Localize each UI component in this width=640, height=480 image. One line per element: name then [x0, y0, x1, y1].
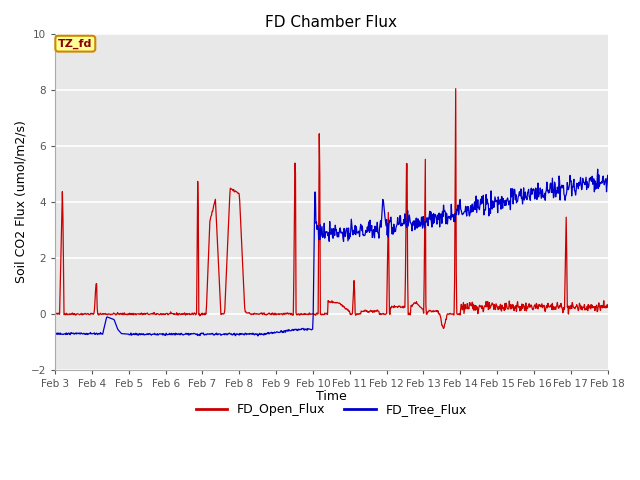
FD_Tree_Flux	[577, 182, 585, 188]
Y-axis label: Soil CO2 Flux (umol/m2/s): Soil CO2 Flux (umol/m2/s)	[15, 120, 28, 283]
FD_Open_Flux	[452, 86, 460, 92]
FD_Open_Flux	[483, 304, 490, 310]
FD_Tree_Flux	[85, 331, 93, 336]
FD_Open_Flux	[541, 307, 548, 313]
Line: FD_Open_Flux: FD_Open_Flux	[55, 89, 607, 328]
Legend: FD_Open_Flux, FD_Tree_Flux: FD_Open_Flux, FD_Tree_Flux	[191, 398, 472, 421]
X-axis label: Time: Time	[316, 390, 347, 403]
FD_Tree_Flux	[254, 333, 262, 339]
FD_Tree_Flux	[163, 332, 171, 337]
FD_Open_Flux	[503, 305, 511, 311]
FD_Tree_Flux	[51, 331, 59, 336]
FD_Open_Flux	[163, 311, 171, 316]
FD_Tree_Flux	[502, 198, 510, 204]
Title: FD Chamber Flux: FD Chamber Flux	[266, 15, 397, 30]
FD_Tree_Flux	[594, 167, 602, 172]
FD_Tree_Flux	[604, 172, 611, 178]
FD_Open_Flux	[51, 311, 59, 317]
FD_Open_Flux	[85, 311, 93, 317]
FD_Open_Flux	[440, 325, 447, 331]
Text: TZ_fd: TZ_fd	[58, 38, 93, 49]
FD_Tree_Flux	[540, 195, 548, 201]
Line: FD_Tree_Flux: FD_Tree_Flux	[55, 169, 607, 336]
FD_Open_Flux	[578, 303, 586, 309]
FD_Tree_Flux	[483, 192, 490, 197]
FD_Open_Flux	[604, 302, 611, 308]
